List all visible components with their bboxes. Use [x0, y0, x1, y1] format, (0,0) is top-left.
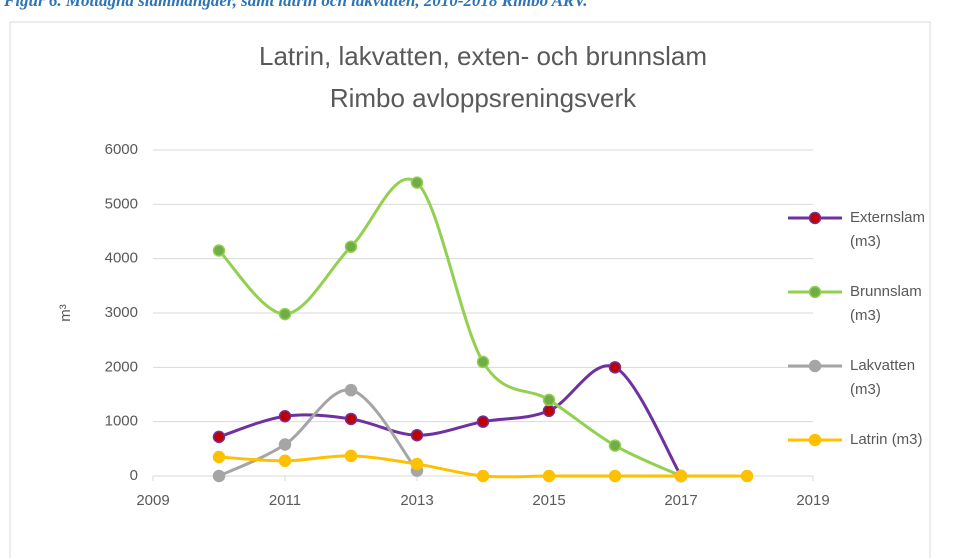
marker — [344, 240, 358, 253]
legend-label: Brunnslam (m3) — [850, 283, 922, 324]
marker — [344, 449, 358, 463]
marker — [344, 383, 358, 397]
y-tick-label: 1000 — [105, 413, 138, 430]
legend-marker — [808, 433, 822, 447]
marker — [476, 469, 490, 483]
x-tick-label: 2017 — [664, 492, 697, 509]
marker — [608, 469, 622, 483]
series-line — [217, 177, 682, 478]
legend-marker — [808, 211, 822, 225]
marker — [476, 415, 490, 428]
marker — [542, 404, 556, 418]
legend-label: Lakvatten (m3) — [850, 357, 916, 398]
series-line — [218, 388, 419, 478]
marker — [410, 429, 424, 442]
y-tick-label: 4000 — [105, 250, 138, 267]
legend-label: Latrin (m3) — [850, 431, 923, 448]
x-tick-label: 2013 — [400, 492, 433, 509]
y-tick-label: 5000 — [105, 195, 138, 212]
x-tick-label: 2015 — [532, 492, 565, 509]
x-tick-label: 2019 — [796, 492, 829, 509]
marker — [278, 438, 292, 451]
legend-marker — [808, 359, 822, 373]
chart-frame — [9, 21, 931, 558]
marker — [212, 244, 226, 257]
y-axis-label: m³ — [57, 304, 74, 322]
marker — [278, 454, 292, 468]
marker — [212, 469, 226, 483]
marker — [212, 450, 226, 464]
x-tick-label: 2011 — [269, 492, 301, 509]
chart-subtitle: Rimbo avloppsreningsverk — [330, 83, 637, 113]
marker — [542, 393, 556, 407]
caption: Figur 6. Mottagna slammängder, samt latr… — [4, 0, 588, 10]
marker — [278, 307, 292, 321]
marker — [608, 439, 622, 452]
marker — [608, 361, 622, 374]
y-tick-label: 6000 — [105, 141, 138, 158]
marker — [344, 412, 358, 426]
y-tick-label: 0 — [130, 467, 138, 484]
y-tick-label: 2000 — [105, 358, 138, 375]
marker — [278, 409, 292, 423]
marker — [212, 430, 226, 444]
marker — [410, 457, 424, 471]
chart-title: Latrin, lakvatten, exten- och brunnslam — [259, 41, 707, 71]
marker — [410, 176, 424, 189]
marker — [674, 469, 688, 483]
x-tick-label: 2009 — [136, 492, 169, 509]
legend-label: Externslam (m3) — [850, 209, 926, 250]
marker — [740, 469, 754, 483]
y-tick-label: 3000 — [105, 304, 138, 321]
marker — [476, 355, 490, 369]
marker — [542, 469, 556, 483]
legend-marker — [808, 285, 822, 299]
